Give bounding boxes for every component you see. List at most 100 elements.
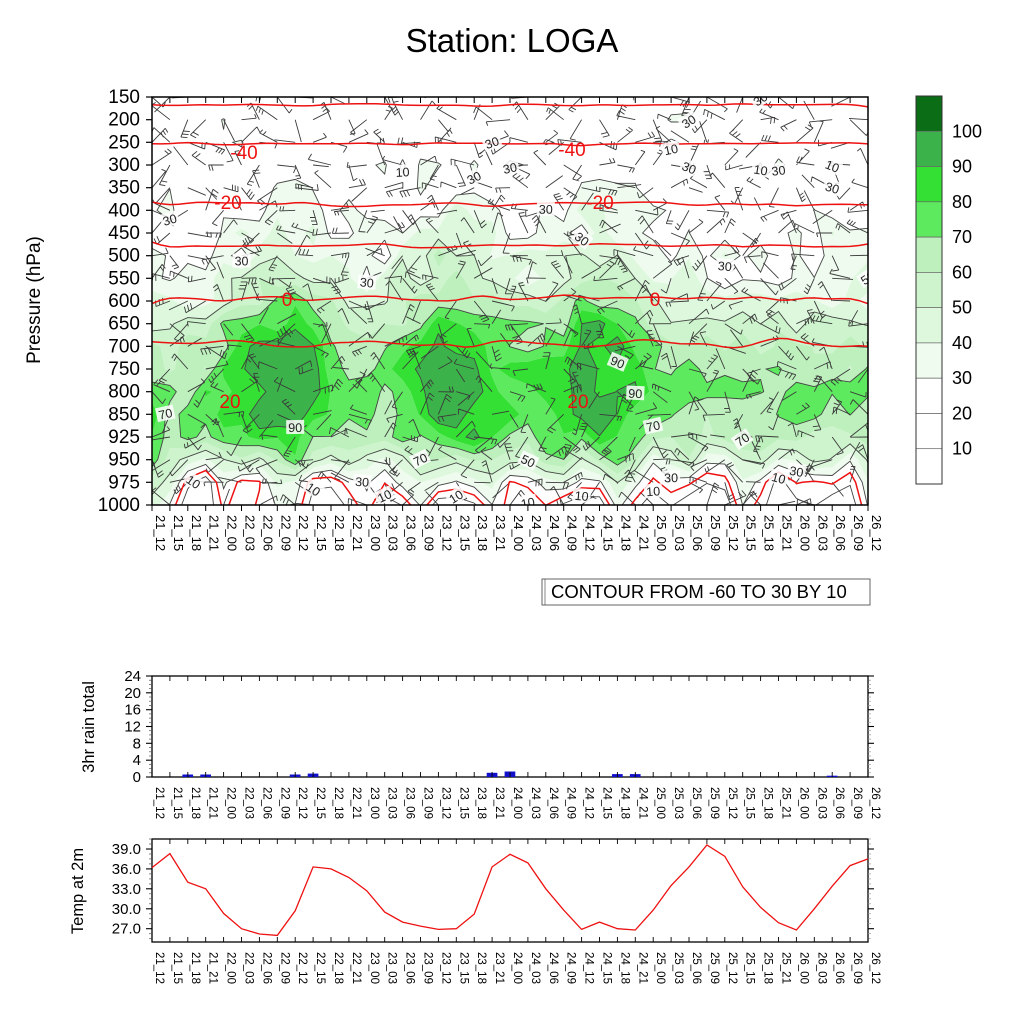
svg-text:21_18: 21_18	[189, 515, 204, 551]
svg-text:10: 10	[952, 439, 972, 459]
svg-text:22_21: 22_21	[350, 515, 365, 551]
svg-text:-20: -20	[586, 193, 613, 214]
svg-text:23_21: 23_21	[493, 515, 508, 551]
svg-text:24_06: 24_06	[547, 952, 559, 984]
svg-text:21_18: 21_18	[189, 952, 201, 984]
svg-text:12: 12	[124, 719, 141, 736]
svg-text:22_18: 22_18	[332, 952, 344, 984]
svg-text:23_03: 23_03	[386, 787, 398, 819]
svg-text:30: 30	[359, 275, 374, 290]
svg-text:23_06: 23_06	[404, 787, 416, 819]
svg-text:24_03: 24_03	[529, 787, 541, 819]
svg-text:25_00: 25_00	[654, 515, 669, 551]
svg-text:25_09: 25_09	[708, 515, 723, 551]
svg-text:24_12: 24_12	[583, 787, 595, 819]
svg-text:20: 20	[219, 392, 240, 413]
svg-text:4: 4	[133, 752, 141, 769]
svg-text:25_06: 25_06	[690, 787, 702, 819]
svg-text:23_00: 23_00	[368, 787, 380, 819]
svg-text:23_15: 23_15	[457, 952, 469, 984]
svg-text:26_12: 26_12	[869, 952, 881, 984]
svg-text:22_15: 22_15	[314, 515, 329, 551]
svg-text:22_00: 22_00	[225, 515, 240, 551]
svg-text:30: 30	[235, 254, 249, 268]
svg-text:23_00: 23_00	[368, 952, 380, 984]
svg-text:25_09: 25_09	[708, 787, 720, 819]
svg-text:21_15: 21_15	[171, 515, 186, 551]
svg-text:25_03: 25_03	[672, 787, 684, 819]
svg-text:23_18: 23_18	[475, 952, 487, 984]
svg-text:24_06: 24_06	[547, 515, 562, 551]
svg-text:23_15: 23_15	[457, 515, 472, 551]
svg-text:700: 700	[108, 336, 140, 357]
svg-text:23_12: 23_12	[439, 787, 451, 819]
svg-text:24_18: 24_18	[618, 787, 630, 819]
svg-text:400: 400	[108, 200, 140, 221]
svg-text:22_09: 22_09	[278, 515, 293, 551]
svg-text:850: 850	[108, 404, 140, 425]
svg-text:950: 950	[108, 450, 140, 471]
svg-text:250: 250	[108, 132, 140, 153]
svg-text:800: 800	[108, 382, 140, 403]
svg-text:24_21: 24_21	[636, 787, 648, 819]
svg-text:24_15: 24_15	[601, 515, 616, 551]
svg-text:23_18: 23_18	[475, 787, 487, 819]
svg-text:0: 0	[133, 769, 141, 786]
svg-text:33.0: 33.0	[112, 881, 141, 898]
svg-text:10: 10	[574, 489, 589, 504]
svg-text:25_12: 25_12	[726, 787, 738, 819]
svg-text:100: 100	[952, 121, 982, 141]
svg-text:23_21: 23_21	[493, 787, 505, 819]
svg-text:50: 50	[952, 298, 972, 318]
svg-text:24_09: 24_09	[565, 515, 580, 551]
svg-text:16: 16	[124, 702, 141, 719]
svg-text:22_21: 22_21	[350, 952, 362, 984]
svg-text:23_18: 23_18	[475, 515, 490, 551]
svg-text:23_00: 23_00	[368, 515, 383, 551]
svg-text:21_15: 21_15	[171, 952, 183, 984]
svg-text:8: 8	[133, 735, 141, 752]
svg-text:23_21: 23_21	[493, 952, 505, 984]
svg-text:22_03: 22_03	[243, 515, 258, 551]
svg-text:23_09: 23_09	[422, 952, 434, 984]
svg-text:3hr rain total: 3hr rain total	[80, 681, 98, 773]
svg-text:24_12: 24_12	[583, 952, 595, 984]
svg-text:24: 24	[124, 668, 141, 685]
svg-text:25_21: 25_21	[780, 952, 792, 984]
svg-text:23_03: 23_03	[386, 515, 401, 551]
svg-text:21_12: 21_12	[153, 515, 168, 551]
svg-text:25_12: 25_12	[726, 952, 738, 984]
svg-text:23_12: 23_12	[439, 952, 451, 984]
svg-text:22_06: 22_06	[260, 952, 272, 984]
svg-text:23_12: 23_12	[439, 515, 454, 551]
svg-text:24_15: 24_15	[601, 952, 613, 984]
svg-text:Station: LOGA: Station: LOGA	[406, 22, 619, 59]
svg-text:22_18: 22_18	[332, 787, 344, 819]
svg-text:26_06: 26_06	[833, 515, 848, 551]
svg-text:60: 60	[952, 262, 972, 282]
svg-text:25_15: 25_15	[744, 952, 756, 984]
svg-text:25_12: 25_12	[726, 515, 741, 551]
svg-text:-20: -20	[214, 193, 241, 214]
svg-text:500: 500	[108, 246, 140, 267]
svg-text:24_21: 24_21	[636, 952, 648, 984]
svg-text:30: 30	[502, 160, 519, 177]
svg-text:20: 20	[124, 685, 141, 702]
svg-text:22_09: 22_09	[278, 952, 290, 984]
svg-text:550: 550	[108, 268, 140, 289]
svg-text:24_12: 24_12	[583, 515, 598, 551]
svg-text:23_09: 23_09	[422, 787, 434, 819]
svg-text:26_06: 26_06	[833, 952, 845, 984]
svg-text:30.0: 30.0	[112, 901, 141, 918]
svg-text:26_09: 26_09	[851, 952, 863, 984]
svg-text:24_03: 24_03	[529, 515, 544, 551]
svg-text:25_18: 25_18	[762, 787, 774, 819]
svg-text:22_03: 22_03	[243, 952, 255, 984]
svg-text:22_18: 22_18	[332, 515, 347, 551]
svg-text:25_15: 25_15	[744, 515, 759, 551]
svg-text:25_03: 25_03	[672, 952, 684, 984]
svg-text:25_21: 25_21	[780, 515, 795, 551]
svg-text:750: 750	[108, 359, 140, 380]
svg-text:30: 30	[664, 471, 678, 485]
svg-text:90: 90	[952, 157, 972, 177]
